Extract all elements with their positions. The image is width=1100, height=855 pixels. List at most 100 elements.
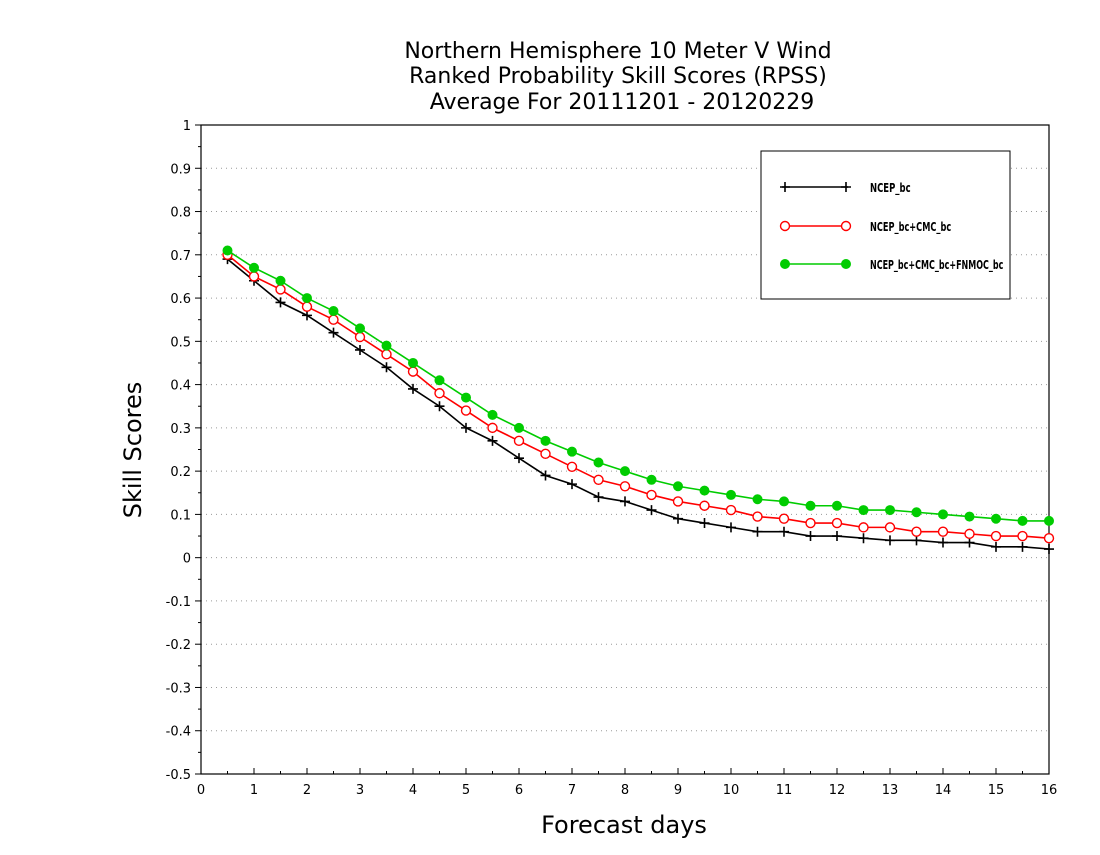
- data-point: [646, 474, 657, 485]
- data-point: [778, 513, 790, 524]
- data-point: [884, 522, 896, 533]
- y-axis-title: Skill Scores: [119, 382, 147, 519]
- y-tick-label: -0.2: [166, 638, 191, 653]
- data-point: [460, 405, 472, 416]
- data-point: [805, 531, 816, 542]
- data-point: [991, 541, 1001, 552]
- data-point: [381, 362, 392, 373]
- data-point: [752, 526, 763, 537]
- legend-marker: [780, 259, 790, 269]
- title-line-3: Average For 20111201 - 20120229: [430, 90, 815, 115]
- x-tick-label: 2: [303, 783, 311, 798]
- data-point: [275, 284, 286, 295]
- chart-title: Northern Hemisphere 10 Meter V Wind Rank…: [404, 39, 831, 115]
- data-point: [540, 470, 551, 481]
- legend-label: NCEP_bc+CMC_bc: [870, 220, 951, 235]
- y-tick-label: -0.1: [166, 595, 191, 610]
- x-tick-label: 0: [197, 783, 205, 798]
- data-point: [858, 505, 869, 516]
- x-tick-label: 12: [829, 783, 846, 798]
- data-point: [832, 531, 842, 542]
- data-point: [408, 383, 418, 394]
- data-point: [752, 511, 763, 522]
- data-point: [514, 453, 524, 464]
- data-point: [567, 446, 577, 457]
- legend: NCEP_bc NCEP_bc+CMC_bc NCEP_bc+CMC_bc+FNMO…: [760, 150, 1011, 300]
- data-point: [911, 535, 922, 546]
- y-tick-label: 0: [183, 552, 191, 567]
- data-point: [779, 526, 789, 537]
- data-point: [248, 271, 260, 282]
- data-point: [646, 505, 657, 516]
- x-tick-label: 4: [409, 783, 417, 798]
- data-point: [937, 526, 949, 537]
- x-axis-ticks: 0 1 2 3 4 5 6 7 8 9 10 11 12 13 14 15 16: [197, 768, 1057, 798]
- series-1: [222, 254, 1054, 555]
- data-point: [725, 504, 737, 516]
- x-tick-label: 11: [776, 783, 793, 798]
- data-point: [354, 331, 366, 343]
- y-tick-label: 0.2: [170, 465, 191, 480]
- data-point: [990, 530, 1002, 542]
- data-point: [540, 448, 551, 460]
- data-point: [964, 537, 975, 548]
- x-tick-label: 13: [882, 783, 899, 798]
- x-tick-label: 6: [515, 783, 523, 798]
- data-point: [1044, 544, 1054, 555]
- data-point: [249, 262, 259, 273]
- x-tick-label: 16: [1041, 783, 1058, 798]
- data-point: [673, 513, 683, 524]
- data-point: [964, 511, 975, 522]
- data-point: [487, 435, 498, 446]
- legend-label: NCEP_bc: [870, 181, 911, 196]
- y-tick-label: 0.4: [170, 379, 191, 394]
- x-tick-label: 3: [356, 783, 364, 798]
- data-point: [461, 392, 471, 403]
- data-point: [593, 457, 604, 468]
- data-point: [487, 422, 498, 434]
- data-point: [328, 306, 339, 317]
- data-point: [566, 461, 578, 473]
- data-point: [355, 344, 365, 355]
- y-tick-label: 0.8: [170, 206, 191, 221]
- data-point: [831, 517, 843, 529]
- data-point: [885, 535, 895, 546]
- series-2: [222, 249, 1055, 544]
- series-group: [222, 245, 1055, 555]
- y-tick-label: 0.9: [170, 162, 191, 177]
- data-point: [991, 513, 1001, 524]
- data-point: [434, 401, 445, 412]
- data-point: [328, 327, 339, 338]
- data-point: [619, 481, 631, 492]
- data-point: [964, 528, 975, 540]
- data-point: [620, 466, 630, 477]
- data-point: [1017, 530, 1028, 542]
- data-point: [858, 522, 869, 533]
- data-point: [752, 494, 763, 505]
- legend-label: NCEP_bc+CMC_bc+FNMOC_bc: [870, 258, 1003, 273]
- data-point: [514, 422, 524, 433]
- data-point: [408, 357, 418, 368]
- y-tick-label: 0.7: [170, 249, 191, 264]
- data-point: [222, 245, 233, 256]
- data-point: [726, 522, 736, 533]
- data-point: [805, 517, 816, 529]
- data-point: [434, 375, 445, 386]
- data-point: [381, 340, 392, 351]
- data-point: [434, 388, 445, 399]
- data-point: [885, 505, 895, 516]
- data-point: [699, 500, 710, 511]
- data-point: [673, 481, 683, 492]
- data-point: [593, 492, 604, 503]
- y-axis-ticks: -0.5 -0.4 -0.3 -0.2 -0.1 0 0.1 0.2 0.3 0.4 0.5 0.6 0…: [166, 119, 201, 783]
- data-point: [726, 489, 736, 500]
- data-point: [938, 509, 948, 520]
- data-point: [407, 366, 419, 377]
- legend-marker: [779, 220, 791, 232]
- y-tick-label: 0.5: [170, 335, 191, 350]
- legend-marker: [780, 182, 790, 192]
- x-tick-label: 8: [621, 783, 629, 798]
- title-line-1: Northern Hemisphere 10 Meter V Wind: [404, 39, 831, 64]
